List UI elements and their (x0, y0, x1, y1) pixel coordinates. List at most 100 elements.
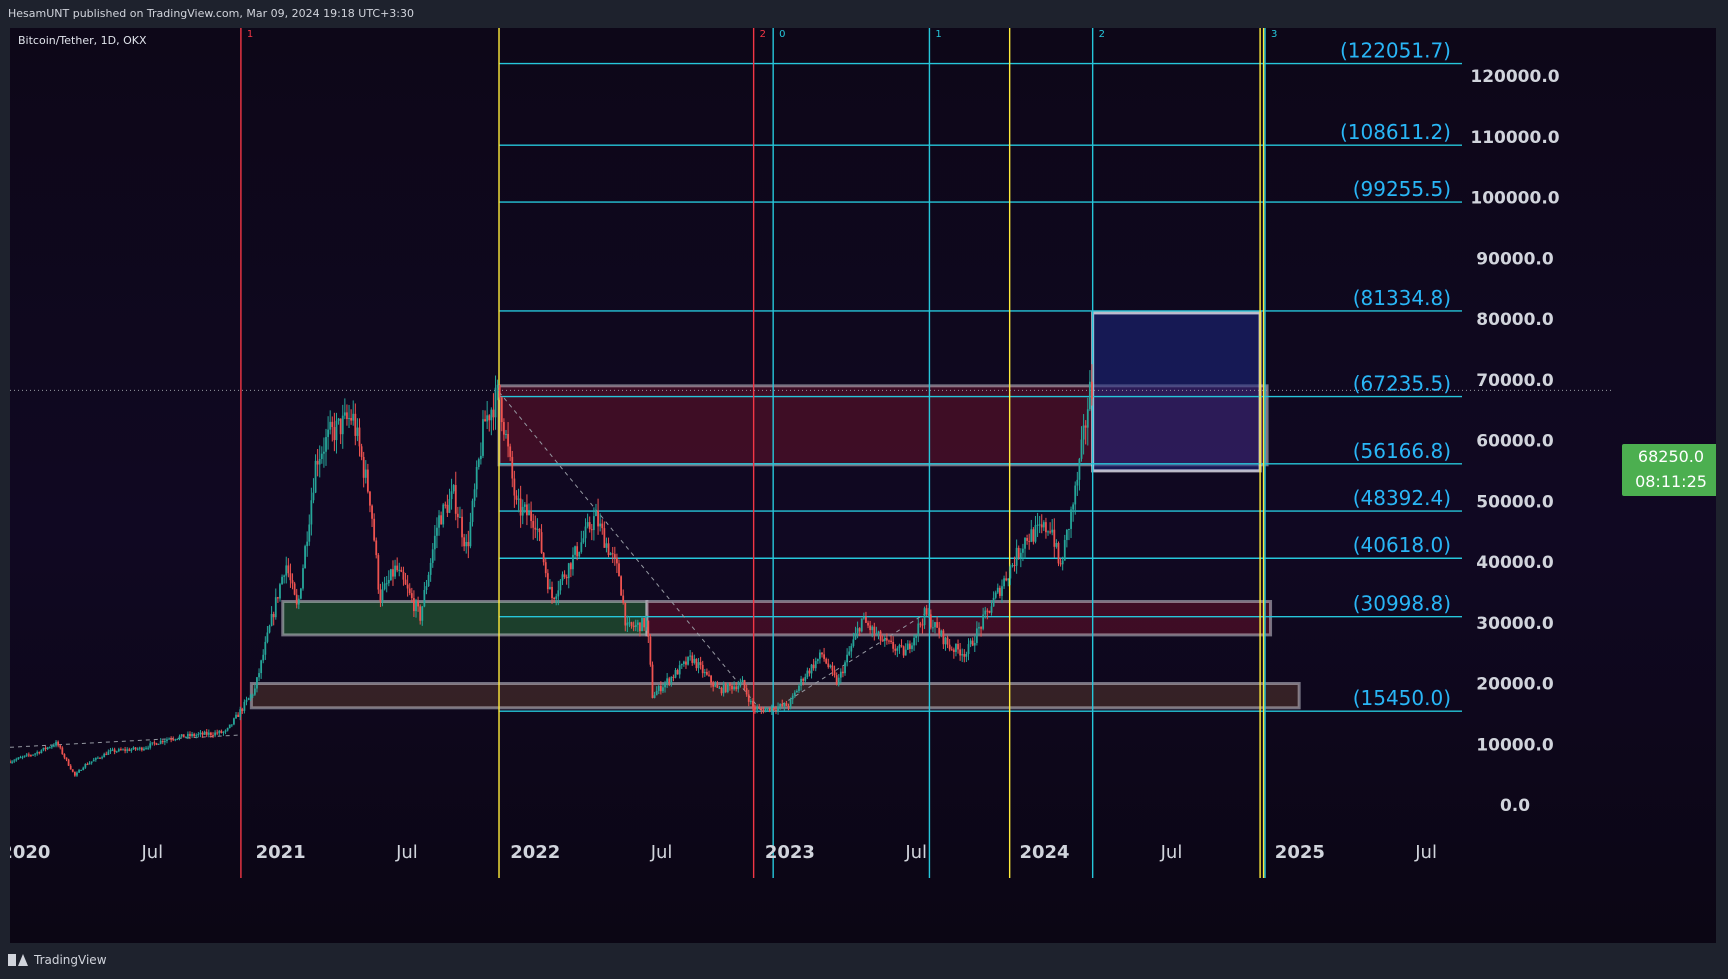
candle-body (488, 415, 491, 421)
candle-body (23, 755, 26, 757)
candle-body (1074, 485, 1077, 505)
candle-body (96, 757, 99, 759)
symbol-title[interactable]: Bitcoin/Tether, 1D, OKX (18, 34, 147, 47)
candle-body (1003, 578, 1005, 587)
candle-body (869, 625, 872, 631)
candle-body (735, 686, 738, 690)
candle-body (339, 418, 342, 435)
fib-level-label-7: (40618.0) (1353, 533, 1451, 557)
candle-body (563, 574, 566, 577)
candle-body (452, 485, 455, 492)
candle-body (848, 651, 851, 655)
candle-body (111, 749, 114, 751)
candle-body (442, 504, 445, 525)
candle-body (1065, 529, 1068, 540)
candle-body (590, 529, 593, 531)
fib-level-label-3: (81334.8) (1353, 286, 1451, 310)
candle-body (201, 732, 204, 735)
fib-level-label-2: (99255.5) (1353, 177, 1451, 201)
candle-body (268, 625, 271, 633)
candle-body (371, 505, 373, 519)
candle-body (469, 521, 472, 547)
candle-body (772, 707, 775, 710)
candle-body (19, 757, 22, 759)
candle-body (620, 576, 622, 596)
candle-body (745, 688, 748, 695)
zone-brown-3 (249, 682, 1301, 710)
candle-body (245, 699, 248, 702)
candle-body (835, 675, 838, 685)
candle-body (940, 630, 943, 635)
candle-body (712, 682, 715, 687)
candle-body (182, 734, 185, 738)
candle-body (791, 695, 794, 700)
candle-body (1086, 409, 1089, 428)
price-chart[interactable]: (122051.7) (108611.2) (99255.5) (81334.8) (6… (10, 28, 1716, 943)
candle-body (628, 622, 631, 624)
candle-body (597, 510, 599, 527)
candle-body (609, 553, 612, 556)
candle-body (781, 704, 784, 707)
candle-body (616, 557, 618, 564)
candle-body (1022, 548, 1024, 553)
candle-body (331, 421, 334, 428)
candle-body (82, 767, 85, 770)
candle-body (362, 456, 365, 478)
candle-body (65, 757, 68, 760)
candle-body (913, 637, 915, 646)
candle-body (500, 397, 503, 423)
candle-body (479, 455, 482, 460)
candle-body (739, 682, 742, 686)
candle-body (490, 409, 493, 421)
candle-body (800, 678, 802, 686)
candle-body (15, 759, 18, 761)
y-tick-label-6: 60000.0 (1476, 432, 1554, 452)
candle-body (729, 683, 731, 686)
candle-body (262, 654, 265, 661)
x-tick-label-9: Jul (1160, 842, 1183, 863)
candle-body (400, 569, 403, 572)
candle-body (624, 602, 627, 626)
candle-body (199, 732, 202, 735)
candle-body (1032, 529, 1035, 542)
candle-body (404, 579, 407, 585)
x-tick-label-0: 2020 (10, 842, 50, 863)
candle-body (55, 741, 57, 746)
candle-body (285, 565, 288, 576)
candle-body (586, 522, 589, 527)
candle-body (582, 538, 585, 543)
candle-body (61, 747, 64, 755)
candle-body (896, 648, 899, 651)
candle-body (120, 749, 122, 751)
candle-body (549, 586, 551, 590)
candle-body (46, 747, 49, 750)
candle-body (394, 565, 396, 577)
candle-body (1080, 439, 1083, 459)
y-tick-label-7: 70000.0 (1476, 371, 1554, 391)
candle-body (36, 752, 39, 754)
candle-body (304, 546, 306, 569)
candle-body (13, 760, 16, 762)
candle-body (276, 597, 279, 599)
y-tick-label-8: 80000.0 (1476, 310, 1554, 330)
candle-body (71, 769, 74, 772)
candle-body (358, 427, 361, 447)
candle-body (423, 589, 426, 607)
candle-body (239, 709, 242, 717)
chart-pane[interactable]: Bitcoin/Tether, 1D, OKX (122051.7) (10861… (10, 28, 1716, 943)
candle-body (270, 614, 273, 626)
candle-body (318, 459, 321, 465)
candle-body (10, 761, 11, 763)
candle-body (42, 747, 45, 751)
candle-body (189, 733, 191, 737)
candle-body (988, 610, 991, 613)
candle-body (283, 575, 286, 577)
tradingview-logo[interactable]: TradingView (8, 953, 107, 967)
candle-body (168, 738, 170, 740)
candle-body (1017, 547, 1020, 558)
candle-body (113, 749, 116, 753)
candle-body (291, 580, 294, 584)
candle-body (316, 460, 319, 465)
fib-level-label-9: (15450.0) (1353, 686, 1451, 710)
candle-body (212, 735, 214, 737)
